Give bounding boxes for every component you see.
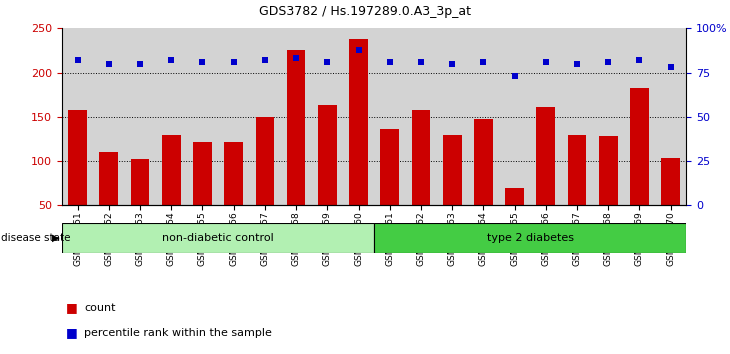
Point — [134, 61, 146, 67]
Bar — [99, 152, 118, 250]
Text: ▶: ▶ — [53, 233, 60, 243]
Text: count: count — [84, 303, 115, 313]
Point — [415, 59, 427, 65]
Bar — [255, 117, 274, 250]
Text: ■: ■ — [66, 326, 77, 339]
Point — [634, 57, 645, 63]
Point — [259, 57, 271, 63]
Text: percentile rank within the sample: percentile rank within the sample — [84, 328, 272, 338]
Text: GDS3782 / Hs.197289.0.A3_3p_at: GDS3782 / Hs.197289.0.A3_3p_at — [259, 5, 471, 18]
Bar — [287, 51, 305, 250]
Text: type 2 diabetes: type 2 diabetes — [487, 233, 574, 243]
Bar — [162, 135, 180, 250]
Bar — [62, 223, 374, 253]
Point — [196, 59, 208, 65]
Point — [665, 64, 677, 70]
Bar — [630, 88, 649, 250]
Point — [103, 61, 115, 67]
Point — [477, 59, 489, 65]
Bar — [349, 39, 368, 250]
Bar — [374, 223, 686, 253]
Bar — [412, 110, 430, 250]
Point — [571, 61, 583, 67]
Text: ■: ■ — [66, 302, 77, 314]
Bar — [537, 107, 555, 250]
Point — [353, 47, 364, 52]
Point — [291, 56, 302, 61]
Bar — [661, 159, 680, 250]
Bar — [224, 143, 243, 250]
Point — [72, 57, 83, 63]
Point — [540, 59, 552, 65]
Bar — [131, 159, 150, 250]
Bar — [599, 136, 618, 250]
Bar — [318, 105, 337, 250]
Point — [509, 73, 520, 79]
Point — [228, 59, 239, 65]
Point — [321, 59, 333, 65]
Bar — [380, 129, 399, 250]
Point — [602, 59, 614, 65]
Point — [446, 61, 458, 67]
Bar — [474, 120, 493, 250]
Bar — [193, 143, 212, 250]
Bar — [568, 135, 586, 250]
Point — [384, 59, 396, 65]
Text: disease state: disease state — [1, 233, 71, 243]
Bar — [69, 110, 87, 250]
Point — [166, 57, 177, 63]
Text: non-diabetic control: non-diabetic control — [162, 233, 274, 243]
Bar — [443, 135, 461, 250]
Bar — [505, 188, 524, 250]
